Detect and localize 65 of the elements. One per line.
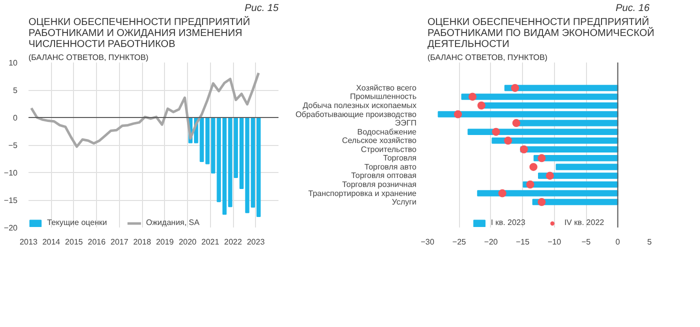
y-tick-label: −5 — [8, 141, 18, 150]
x-tick-label: 2022 — [224, 238, 242, 246]
point — [538, 198, 546, 206]
chart-subtitle: (БАЛАНС ОТВЕТОВ, ПУНКТОВ) — [28, 53, 149, 62]
y-tick-label: Хозяйство всего — [356, 83, 418, 92]
x-tick-label: 2018 — [133, 238, 152, 246]
point — [520, 145, 528, 154]
y-tick-label: Сельское хозяйство — [342, 136, 418, 146]
point — [504, 136, 512, 145]
x-tick-label: −25 — [452, 238, 467, 246]
text: Рис. 15 — [244, 3, 279, 14]
y-tick-label: Торговля — [383, 154, 417, 163]
y-tick-label: −10 — [4, 168, 18, 178]
y-tick-label: Водоснабжение — [357, 127, 418, 136]
x-tick-label: 2013 — [20, 238, 38, 246]
x-tick-label: −30 — [420, 238, 435, 246]
y-tick-label: Торговля розничная — [342, 180, 417, 189]
x-tick-label: 5 — [647, 238, 652, 246]
point — [529, 162, 538, 171]
x-tick-label: 0 — [616, 238, 621, 246]
text: Рис. 16 — [616, 3, 650, 14]
x-tick-label: 2023 — [246, 238, 266, 246]
point — [498, 189, 506, 198]
y-tick-label: Торговля авто — [364, 162, 418, 172]
y-tick-label: Торговля оптовая — [351, 171, 417, 180]
y-tick-label: Промышленность — [350, 92, 417, 102]
x-tick-label: 2021 — [201, 238, 220, 246]
x-tick-label: −10 — [548, 238, 562, 246]
point — [511, 84, 520, 92]
x-tick-label: 2017 — [110, 238, 129, 246]
y-tick-label: Добыча полезных ископаемых — [302, 101, 417, 110]
point — [468, 92, 477, 101]
point — [538, 154, 546, 162]
y-tick-label: −15 — [4, 196, 18, 205]
legend-label: Ожидания, SA — [146, 218, 200, 227]
point — [454, 110, 462, 118]
y-tick-label: ЭЭГП — [394, 118, 417, 128]
point — [477, 102, 486, 110]
legend-label: I кв. 2023 — [490, 218, 526, 227]
x-tick-label: −20 — [484, 238, 498, 246]
chart-subtitle: (БАЛАНС ОТВЕТОВ, ПУНКТОВ) — [428, 53, 548, 62]
y-tick-label: Услуги — [392, 198, 417, 207]
x-tick-label: −5 — [582, 238, 592, 246]
x-tick-label: 2014 — [42, 238, 61, 246]
chart-title: ОЦЕНКИ ОБЕСПЕЧЕННОСТИ ПРЕДПРИЯТИЙ РАБОТНИКАМИ И ОЖИДАНИЯ ИЗМЕНЕНИЯ ЧИСЛЕННОСТИ РАБОТНИКОВ — [28, 15, 250, 50]
y-tick-label: −20 — [4, 224, 18, 232]
y-tick-label: Транспортировка и хранение — [308, 188, 418, 198]
x-tick-label: 2015 — [65, 238, 84, 246]
x-tick-label: 2020 — [178, 238, 198, 246]
legend-label: IV кв. 2022 — [564, 218, 604, 227]
x-tick-label: −15 — [516, 238, 530, 246]
y-tick-label: 0 — [13, 114, 18, 122]
point — [492, 128, 500, 136]
chart-title: ОЦЕНКИ ОБЕСПЕЧЕННОСТИ ПРЕДПРИЯТИЙ РАБОТНИКАМИ ПО ВИДАМ ЭКОНОМИЧЕСКОЙ ДЕЯТЕЛЬНОСТИ — [428, 15, 654, 50]
x-tick-label: 2016 — [88, 238, 106, 246]
legend-label: Текущие оценки — [47, 218, 107, 227]
y-tick-label: Строительство — [360, 144, 418, 154]
y-tick-label: Обработывающие производство — [295, 110, 418, 119]
point — [512, 119, 520, 128]
line-series — [30, 72, 260, 148]
y-tick-label: 10 — [8, 58, 18, 68]
y-tick-label: 5 — [13, 86, 18, 95]
point — [546, 172, 554, 180]
x-tick-label: 2019 — [156, 238, 174, 246]
point — [526, 180, 534, 188]
